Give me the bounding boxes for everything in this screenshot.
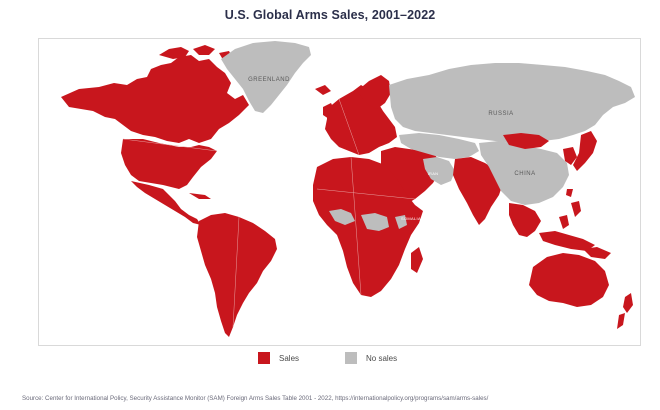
somalia-label: SOMALIA — [401, 216, 421, 221]
africa-no-sales-shape — [329, 209, 407, 231]
mexico-central-america-shape — [131, 181, 201, 225]
uk-iceland-shape — [315, 85, 335, 119]
korea-japan-shape — [563, 131, 597, 171]
border-lines — [122, 98, 416, 328]
map-title: U.S. Global Arms Sales, 2001–2022 — [224, 8, 436, 22]
southeast-asia-shape — [509, 203, 595, 251]
world-map-svg: GREENLAND RUSSIA CHINA IRAN SOMALIA — [61, 41, 635, 337]
usa-shape — [121, 139, 217, 189]
legend-item-sales: Sales — [258, 352, 299, 364]
new-guinea-shape — [583, 247, 611, 259]
madagascar-shape — [411, 247, 423, 273]
south-asia-shape — [453, 157, 503, 225]
europe-shape — [325, 85, 397, 155]
iran-shape — [423, 157, 455, 185]
legend-item-no-sales: No sales — [345, 352, 397, 364]
new-zealand-shape — [617, 293, 633, 329]
russia-shape — [389, 63, 635, 143]
north-america-region — [61, 45, 249, 225]
greenland-shape — [221, 41, 311, 113]
china-label: CHINA — [514, 171, 535, 177]
no-sales-swatch — [345, 352, 357, 364]
south-america-shape — [197, 213, 277, 337]
sales-legend-label: Sales — [279, 353, 300, 363]
australia-shape — [529, 253, 609, 307]
map-legend: Sales No sales — [0, 352, 660, 370]
no-sales-legend-label: No sales — [366, 353, 398, 363]
sales-swatch — [258, 352, 270, 364]
iran-label: IRAN — [428, 171, 439, 176]
greenland-label: GREENLAND — [248, 77, 290, 83]
china-shape — [479, 141, 569, 205]
caribbean-shape — [189, 193, 211, 199]
central-asia-shape — [399, 133, 479, 159]
taiwan-philippines-shape — [566, 189, 581, 217]
canada-alaska-shape — [61, 55, 249, 143]
russia-label: RUSSIA — [488, 111, 513, 117]
source-note: Source: Center for International Policy,… — [22, 395, 489, 402]
mongolia-shape — [503, 133, 549, 149]
world-map: GREENLAND RUSSIA CHINA IRAN SOMALIA — [38, 38, 641, 346]
scandinavia-shape — [357, 75, 391, 109]
arctic-islands-shape — [159, 45, 233, 63]
